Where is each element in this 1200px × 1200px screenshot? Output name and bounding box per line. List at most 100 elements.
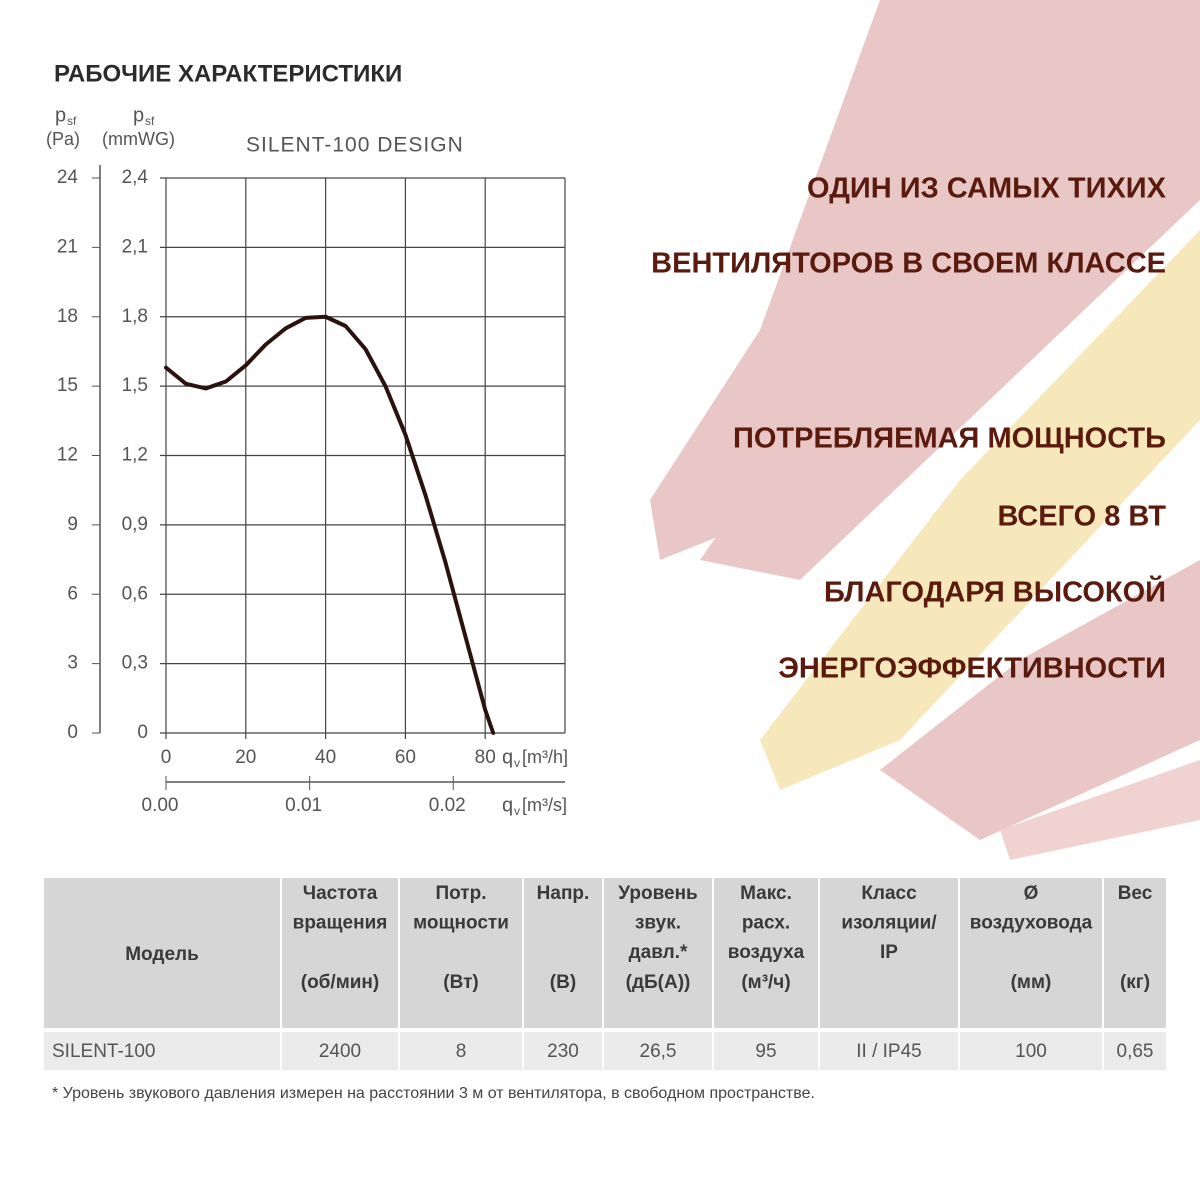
x2-tick-label: 0.00 xyxy=(142,795,179,816)
table-cell xyxy=(604,1032,712,1070)
table-cell xyxy=(44,1032,280,1070)
header-text: вращения xyxy=(293,913,388,934)
y-tick-label: 21 xyxy=(57,236,78,257)
axis-label-subscript: sf xyxy=(145,114,155,128)
header-text: Потр. xyxy=(436,883,487,904)
header-text: Напр. xyxy=(537,883,590,904)
axis-label-unit: (mmWG) xyxy=(102,129,175,149)
header-text: звук. xyxy=(635,913,681,934)
header-text: мощности xyxy=(413,913,509,934)
cell-text: 0,65 xyxy=(1117,1041,1154,1062)
axis-label-subscript: v xyxy=(514,756,520,770)
cell-text: 8 xyxy=(456,1041,467,1062)
x-tick-label: 20 xyxy=(235,747,256,768)
table-cell xyxy=(524,1032,602,1070)
header-unit: (В) xyxy=(550,972,576,993)
footnote: * Уровень звукового давления измерен на … xyxy=(52,1085,815,1102)
table-cell xyxy=(282,1032,398,1070)
header-cell xyxy=(960,878,1102,1028)
table-cell xyxy=(400,1032,522,1070)
brush-strokes xyxy=(650,0,1200,860)
headline: ЭНЕРГОЭФФЕКТИВНОСТИ xyxy=(778,653,1166,685)
header-unit: (мм) xyxy=(1011,972,1052,993)
axis-label-unit: [m³/h] xyxy=(522,747,568,767)
x-tick-label: 0 xyxy=(161,747,172,768)
chart-subtitle: SILENT-100 DESIGN xyxy=(246,134,464,157)
axis-label-subscript: v xyxy=(514,804,520,818)
x-tick-label: 80 xyxy=(475,747,496,768)
table-cell xyxy=(960,1032,1102,1070)
x-tick-label: 40 xyxy=(315,747,336,768)
header-cell xyxy=(282,878,398,1028)
header-text: расх. xyxy=(742,913,790,934)
y2-tick-label: 1,5 xyxy=(122,375,148,396)
x2-tick-label: 0.02 xyxy=(429,795,466,816)
header-unit: (об/мин) xyxy=(301,972,380,993)
header-text: изоляции/ xyxy=(841,913,937,934)
cell-text: SILENT-100 xyxy=(52,1041,156,1062)
pink-stroke xyxy=(880,560,1200,840)
header-text: давл.* xyxy=(629,942,688,963)
y-tick-label: 0 xyxy=(67,722,78,743)
header-text: Класс xyxy=(861,883,917,904)
header-unit: (м³/ч) xyxy=(741,972,790,993)
chart-title: РАБОЧИЕ ХАРАКТЕРИСТИКИ xyxy=(54,60,402,87)
y-tick-label: 3 xyxy=(67,653,78,674)
header-cell xyxy=(714,878,818,1028)
y2-tick-label: 1,8 xyxy=(122,306,148,327)
cell-text: 100 xyxy=(1015,1041,1047,1062)
headline: ОДИН ИЗ САМЫХ ТИХИХ xyxy=(807,173,1167,205)
table-cell xyxy=(820,1032,958,1070)
header-text: Ø xyxy=(1024,883,1039,904)
header-text: Макс. xyxy=(740,883,792,904)
header-cell xyxy=(1104,878,1166,1028)
y2-tick-label: 2,1 xyxy=(122,236,148,257)
axis-label-symbol: q xyxy=(502,794,513,816)
yellow-stroke xyxy=(760,230,1200,790)
table-cell xyxy=(1104,1032,1166,1070)
pink-stroke xyxy=(1000,760,1200,860)
header-text: Уровень xyxy=(618,883,697,904)
axis-label-subscript: sf xyxy=(67,114,77,128)
cell-text: 95 xyxy=(755,1041,776,1062)
cell-text: II / IP45 xyxy=(856,1041,921,1062)
headline: ВЕНТИЛЯТОРОВ В СВОЕМ КЛАССЕ xyxy=(651,248,1166,280)
y-tick-label: 18 xyxy=(57,306,78,327)
y2-tick-label: 0,3 xyxy=(122,653,148,674)
axis-label-symbol: p xyxy=(133,104,144,126)
headline: БЛАГОДАРЯ ВЫСОКОЙ xyxy=(824,575,1166,609)
header-text: Вес xyxy=(1118,883,1153,904)
axis-label-unit: [m³/s] xyxy=(522,795,567,815)
header-cell xyxy=(820,878,958,1028)
header-unit: (кг) xyxy=(1120,972,1150,993)
table-cell xyxy=(714,1032,818,1070)
header-text: Частота xyxy=(303,883,378,904)
y2-tick-label: 0,6 xyxy=(122,583,148,604)
axis-label-symbol: p xyxy=(55,104,66,126)
cell-text: 230 xyxy=(547,1041,579,1062)
header-text: Модель xyxy=(125,944,199,965)
y-tick-label: 6 xyxy=(67,583,78,604)
y-tick-label: 12 xyxy=(57,445,78,466)
header-text: воздуховода xyxy=(970,913,1093,934)
header-cell xyxy=(604,878,712,1028)
header-text: воздуха xyxy=(728,942,805,963)
headline: ВСЕГО 8 ВТ xyxy=(997,501,1166,533)
cell-text: 2400 xyxy=(319,1041,361,1062)
y2-tick-label: 0,9 xyxy=(122,514,148,535)
y-tick-label: 24 xyxy=(57,167,79,188)
y2-tick-label: 0 xyxy=(137,722,148,743)
data-line xyxy=(164,314,496,735)
x2-tick-label: 0.01 xyxy=(285,795,322,816)
header-cell xyxy=(44,878,280,1028)
pink-stroke xyxy=(700,20,1200,580)
y-tick-label: 9 xyxy=(67,514,78,535)
y-tick-label: 15 xyxy=(57,375,78,396)
x-tick-label: 60 xyxy=(395,747,416,768)
header-unit: (дБ(А)) xyxy=(626,972,691,993)
axis-label-unit: (Pa) xyxy=(46,129,80,149)
y2-tick-label: 2,4 xyxy=(122,167,149,188)
headline: ПОТРЕБЛЯЕМАЯ МОЩНОСТЬ xyxy=(733,423,1166,455)
header-cell xyxy=(400,878,522,1028)
